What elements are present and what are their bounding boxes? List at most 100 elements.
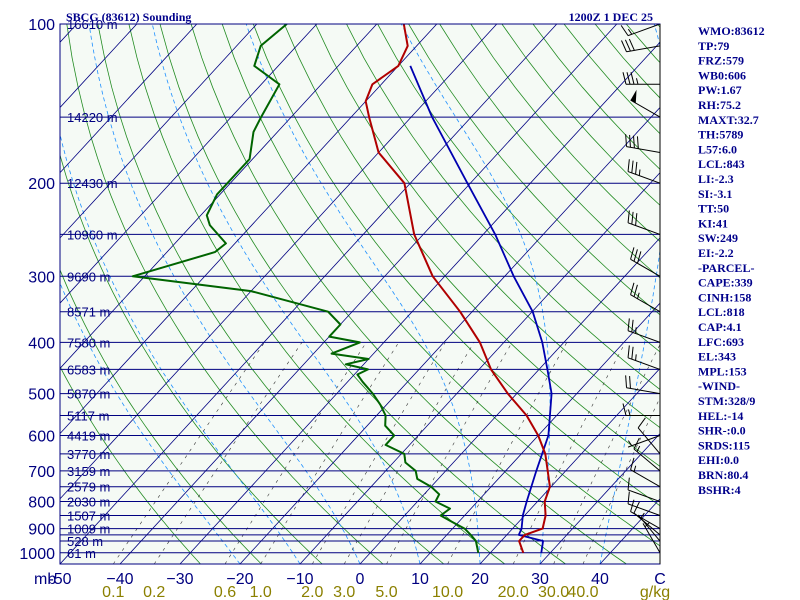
- dry-adiabat: [60, 268, 262, 564]
- index-item: SRDS:115: [698, 438, 750, 452]
- dry-adiabat: [60, 365, 201, 564]
- index-item: RH:75.2: [698, 98, 741, 112]
- height-label: 3159 m: [67, 464, 110, 479]
- pressure-label: 100: [28, 17, 55, 34]
- wind-barb: [630, 457, 661, 488]
- wind-barb: [627, 345, 661, 370]
- height-label: 2030 m: [67, 495, 110, 510]
- temperature-unit-label: C: [654, 571, 666, 588]
- mixing-ratio-line: [312, 342, 446, 564]
- index-item: LFC:693: [698, 335, 744, 349]
- temperature-tick-label: 20: [471, 571, 489, 588]
- height-label: 1009 m: [67, 522, 110, 537]
- dry-adiabat: [159, 24, 566, 564]
- mixing-ratio-label: 0.6: [214, 584, 236, 600]
- isotherm: [179, 41, 660, 564]
- index-item: MPL:153: [698, 364, 747, 378]
- chart-title-time: 1200Z 1 DEC 25: [569, 10, 653, 24]
- mixing-ratio-labels: 0.1 0.2 0.6 1.0 2.0 3.0 5.0 10.0 20.0 30.040.0: [102, 584, 598, 600]
- dry-adiabat: [252, 24, 660, 507]
- index-item: WB0:606: [698, 68, 746, 82]
- index-item: -PARCEL-: [698, 261, 754, 275]
- parcel-profile-line: [409, 65, 553, 553]
- wind-barb: [627, 477, 661, 503]
- height-label: 3770 m: [67, 447, 110, 462]
- temperature-tick-label: 10: [411, 571, 429, 588]
- height-label: 6583 m: [67, 362, 110, 377]
- height-label: 10960 m: [67, 227, 118, 242]
- mixing-ratio-label: 0.2: [143, 584, 165, 600]
- chart-title-station: SBCG (83612) Sounding: [66, 10, 191, 24]
- mixing-ratio-line: [447, 342, 568, 564]
- mixing-ratio-label: 40.0: [567, 584, 598, 600]
- wind-barb: [627, 435, 661, 448]
- index-item: MAXT:32.7: [698, 113, 759, 127]
- index-item: SI:-3.1: [698, 187, 732, 201]
- dry-adiabat: [221, 24, 660, 547]
- wind-barb: [620, 23, 661, 37]
- index-list: WMO:83612TP:79FRZ:579WB0:606PW:1.67RH:75…: [698, 24, 765, 497]
- height-label: 5117 m: [67, 409, 109, 424]
- dry-adiabat: [439, 24, 660, 279]
- profile-lines: [131, 24, 553, 554]
- index-item: KI:41: [698, 216, 728, 230]
- height-label: 4419 m: [67, 429, 110, 444]
- index-item: FRZ:579: [698, 54, 744, 68]
- dry-adiabat: [315, 24, 660, 429]
- isotherm: [119, 24, 618, 564]
- index-item: L57:6.0: [698, 142, 737, 156]
- moist-adiabat: [599, 24, 660, 564]
- index-item: PW:1.67: [698, 83, 742, 97]
- isotherm: [359, 237, 660, 564]
- height-labels: 16610 m 14220 m 12430 m 10960 m 9690 m 8571 m…: [67, 17, 118, 561]
- isotherm: [60, 24, 258, 239]
- temperature-tick-label: −10: [286, 571, 313, 588]
- height-label: 1507 m: [67, 509, 110, 524]
- mixing-ratio-line: [113, 342, 265, 564]
- index-item: EHI:0.0: [698, 453, 739, 467]
- isotherm: [539, 432, 660, 564]
- index-item: TT:50: [698, 202, 729, 216]
- index-item: BSHR:4: [698, 483, 741, 497]
- index-item: EI:-2.2: [698, 246, 734, 260]
- wind-barb: [630, 89, 661, 118]
- isotherm: [60, 24, 498, 500]
- temperature-tick-label: −30: [166, 571, 193, 588]
- index-item: TP:79: [698, 39, 729, 53]
- wind-barb: [637, 417, 661, 455]
- isotherm: [60, 24, 198, 174]
- mixing-ratio-label: 30.0: [538, 584, 569, 600]
- wind-barb: [627, 318, 661, 343]
- pressure-label: 400: [28, 335, 55, 352]
- wind-barb: [627, 159, 661, 184]
- index-item: TH:5789: [698, 128, 743, 142]
- temperature-tick-label: −40: [106, 571, 133, 588]
- plot-area: [60, 24, 660, 564]
- index-item: STM:328/9: [698, 394, 755, 408]
- isotherm: [479, 367, 660, 564]
- height-label: 2579 m: [67, 480, 110, 495]
- wind-barb: [630, 282, 661, 313]
- pressure-label: 300: [28, 269, 55, 286]
- height-label: 7580 m: [67, 335, 110, 350]
- dry-adiabat: [97, 24, 445, 564]
- temperature-tick-label: -50: [48, 571, 71, 588]
- height-label: 528 m: [67, 534, 103, 549]
- height-label: 5870 m: [67, 387, 110, 402]
- temperature-tick-label: 0: [356, 571, 365, 588]
- wind-barb: [622, 403, 660, 417]
- temperature-labels: -50 −40 −30 −20 −10 0 10 20 30 40: [48, 571, 609, 588]
- index-item: SW:249: [698, 231, 738, 245]
- height-label: 8571 m: [67, 305, 110, 320]
- index-item: BRN:80.4: [698, 468, 748, 482]
- pressure-label: 900: [28, 522, 55, 539]
- index-item: CINH:158: [698, 290, 751, 304]
- mixing-ratio-line: [512, 342, 626, 564]
- wind-barb: [625, 375, 661, 395]
- dry-adiabat: [128, 24, 505, 564]
- wind-barb: [621, 38, 661, 53]
- pressure-label: 500: [28, 387, 55, 404]
- index-item: LCL:843: [698, 157, 745, 171]
- index-item: SHR-:0.0: [698, 424, 746, 438]
